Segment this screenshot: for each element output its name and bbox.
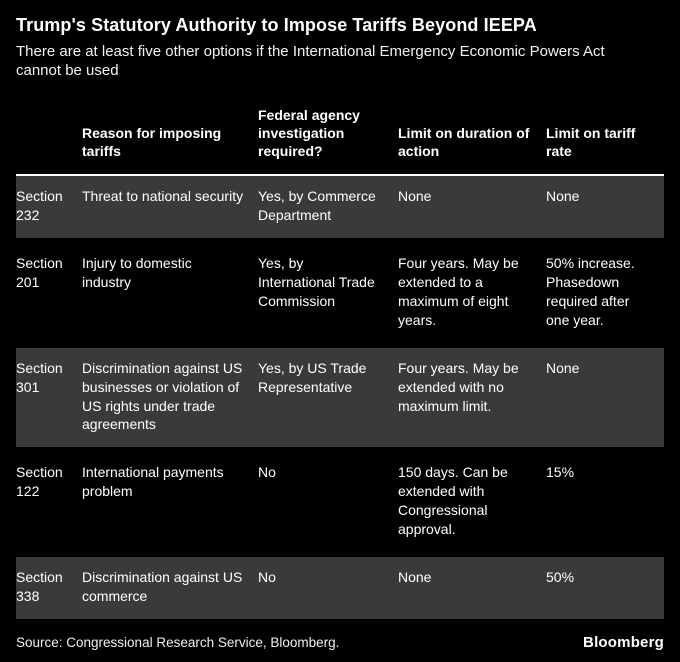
cell-investigation: No <box>258 568 276 585</box>
cell-reason: Threat to national security <box>82 188 244 205</box>
cell-investigation: Yes, by Commerce Department <box>258 188 376 224</box>
cell-reason: Injury to domestic industry <box>82 255 192 291</box>
cell-reason: Discrimination against US businesses or … <box>82 359 243 433</box>
cell-reason: International payments problem <box>82 464 224 500</box>
cell-section: Section 122 <box>16 464 63 500</box>
cell-duration: Four years. May be extended to a maximum… <box>398 255 519 328</box>
table-header-row: Reason for imposing tariffs Federal agen… <box>16 106 664 176</box>
tariff-table: Reason for imposing tariffs Federal agen… <box>16 106 664 624</box>
cell-rate: 15% <box>546 464 575 481</box>
cell-section: Section 232 <box>16 188 63 224</box>
column-header-reason: Reason for imposing tariffs <box>82 125 222 160</box>
cell-duration: Four years. May be extended with no maxi… <box>398 359 519 414</box>
table-row-section-301: Section 301 Discrimination against US bu… <box>16 345 664 450</box>
chart-footer: Source: Congressional Research Service, … <box>16 624 664 651</box>
column-header-investigation: Federal agency investigation required? <box>258 106 360 160</box>
chart-subtitle: There are at least five other options if… <box>16 42 605 79</box>
cell-rate: None <box>546 188 580 205</box>
cell-section: Section 338 <box>16 568 63 604</box>
cell-section: Section 301 <box>16 359 63 395</box>
table-row-section-201: Section 201 Injury to domestic industry … <box>16 241 664 346</box>
bloomberg-logo: Bloomberg <box>583 633 664 651</box>
column-header-duration: Limit on duration of action <box>398 125 530 160</box>
cell-duration: None <box>398 568 432 585</box>
cell-investigation: No <box>258 464 276 481</box>
chart-title: Trump's Statutory Authority to Impose Ta… <box>16 15 537 35</box>
cell-rate: 50% increase. Phasedown required after o… <box>546 255 635 328</box>
source-note: Source: Congressional Research Service, … <box>16 634 340 650</box>
cell-reason: Discrimination against US commerce <box>82 568 243 604</box>
table-row-section-232: Section 232 Threat to national security … <box>16 175 664 241</box>
cell-rate: 50% <box>546 568 575 585</box>
cell-rate: None <box>546 359 580 376</box>
column-header-section <box>16 106 82 176</box>
table-row-section-122: Section 122 International payments probl… <box>16 450 664 555</box>
column-header-rate: Limit on tariff rate <box>546 125 636 160</box>
cell-investigation: Yes, by International Trade Commission <box>258 255 375 309</box>
cell-duration: None <box>398 188 432 205</box>
cell-duration: 150 days. Can be extended with Congressi… <box>398 464 508 538</box>
cell-investigation: Yes, by US Trade Representative <box>258 359 367 395</box>
cell-section: Section 201 <box>16 255 63 291</box>
table-row-section-338: Section 338 Discrimination against US co… <box>16 554 664 622</box>
